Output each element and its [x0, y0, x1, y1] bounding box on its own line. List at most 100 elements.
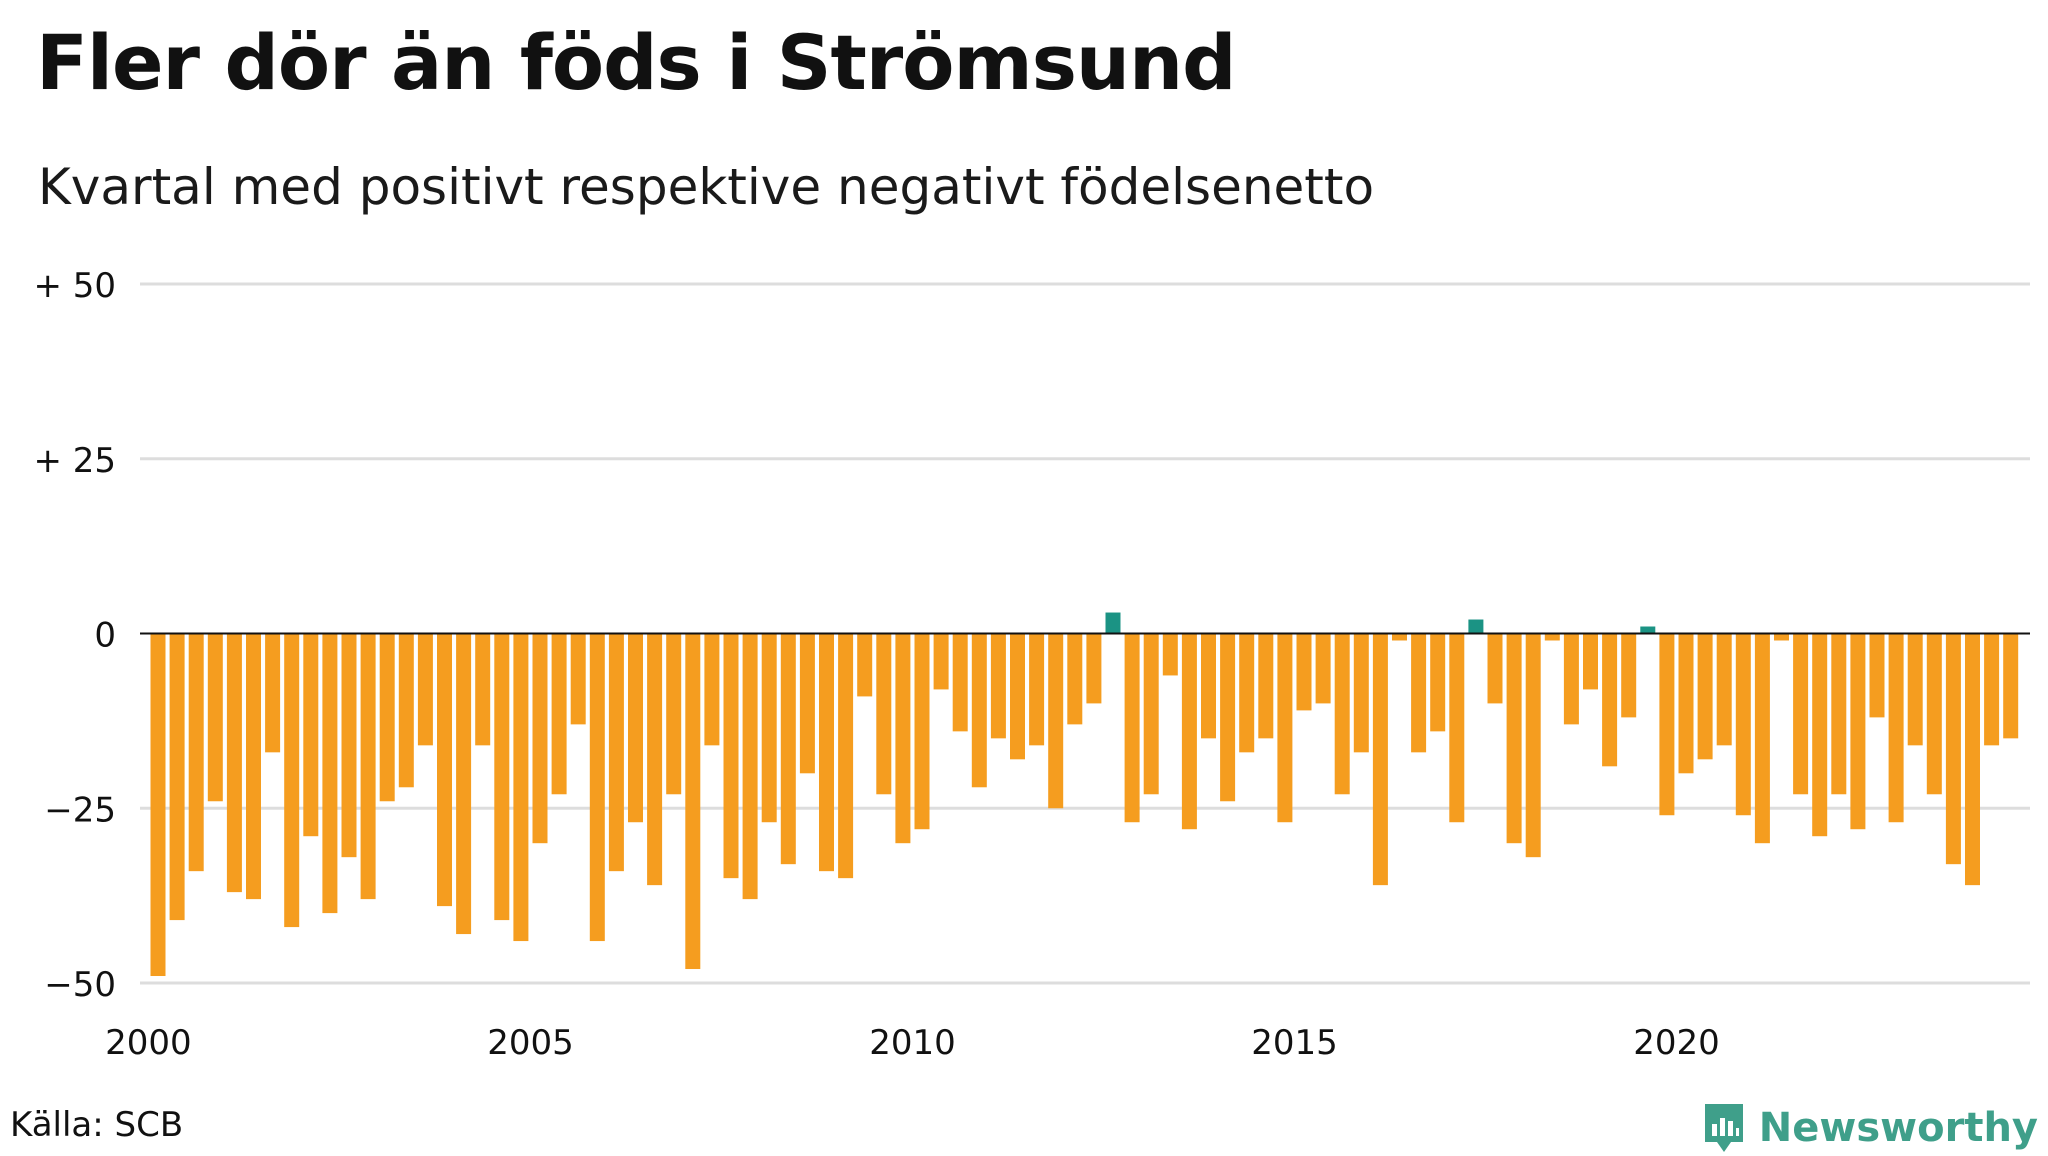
bar-negative — [226, 633, 242, 893]
bar-negative — [246, 633, 261, 900]
bar-negative — [551, 633, 567, 795]
bar-negative — [1659, 633, 1675, 816]
bar-negative — [1984, 633, 2000, 746]
bar-negative — [1888, 633, 1904, 823]
bar-negative — [1850, 633, 1866, 830]
bar-negative — [398, 633, 414, 788]
bar-negative — [876, 633, 892, 795]
bar-negative — [647, 633, 663, 886]
y-tick-label: −50 — [44, 965, 116, 1005]
source-note: Källa: SCB — [10, 1105, 184, 1145]
bar-negative — [857, 633, 873, 697]
bar-negative — [1048, 633, 1064, 809]
bar-negative — [437, 633, 452, 907]
bar-negative — [1697, 633, 1713, 760]
bar-negative — [1678, 633, 1694, 774]
bar-negative — [303, 633, 319, 837]
bar-negative — [570, 633, 586, 725]
y-tick-label: −25 — [44, 790, 116, 830]
bar-negative — [1487, 633, 1503, 704]
brand-name: Newsworthy — [1758, 1105, 2038, 1151]
y-tick-label: 0 — [94, 616, 116, 656]
bar-negative — [1277, 633, 1293, 823]
chart-subtitle: Kvartal med positivt respektive negativt… — [38, 158, 1375, 216]
bar-negative — [819, 633, 834, 872]
bar-negative — [265, 633, 281, 753]
bar-negative — [1525, 633, 1541, 858]
bar-negative — [952, 633, 968, 732]
bar-negative — [188, 633, 204, 872]
bar-negative — [1602, 633, 1618, 767]
bar-negative — [1392, 633, 1407, 641]
bar-negative — [990, 633, 1006, 739]
bar-negative — [589, 633, 605, 942]
bar-negative — [1583, 633, 1598, 690]
bar-negative — [1735, 633, 1751, 816]
bar-negative — [838, 633, 854, 879]
bar-negative — [761, 633, 777, 823]
bar-negative — [1774, 633, 1789, 641]
bar-negative — [1201, 633, 1216, 739]
bar-negative — [1067, 633, 1083, 725]
y-tick-label: + 25 — [33, 441, 116, 481]
bar-negative — [169, 633, 185, 921]
bar-negative — [1258, 633, 1274, 739]
bar-positive — [1640, 626, 1656, 634]
bar-negative — [1315, 633, 1331, 704]
bar-negative — [1563, 633, 1579, 725]
bar-negative — [933, 633, 949, 690]
bar-negative — [1220, 633, 1236, 802]
bar-negative — [1353, 633, 1369, 753]
bar-negative — [780, 633, 796, 865]
bar-negative — [723, 633, 739, 879]
bar-negative — [1716, 633, 1732, 746]
bar-negative — [1869, 633, 1885, 718]
newsworthy-logo-icon — [1704, 1104, 1743, 1152]
bar-negative — [1143, 633, 1159, 795]
bar-negative — [628, 633, 643, 823]
bar-negative — [1181, 633, 1197, 830]
bar-negative — [666, 633, 682, 795]
bar-negative — [1411, 633, 1427, 753]
chart-title: Fler dör än föds i Strömsund — [36, 18, 1237, 107]
bar-negative — [799, 633, 815, 774]
bar-negative — [1907, 633, 1923, 746]
bar-negative — [1812, 633, 1828, 837]
bar-positive — [1468, 619, 1484, 634]
bar-negative — [1965, 633, 1980, 886]
bar-negative — [1029, 633, 1045, 746]
bar-negative — [1506, 633, 1522, 844]
bar-negative — [1296, 633, 1312, 711]
bar-negative — [341, 633, 357, 858]
bar-negative — [742, 633, 758, 900]
x-tick-label: 2010 — [869, 1023, 956, 1063]
bar-negative — [1793, 633, 1809, 795]
bar-negative — [532, 633, 548, 844]
bar-negative — [1544, 633, 1560, 641]
bar-negative — [914, 633, 930, 830]
bar-negative — [1010, 633, 1025, 760]
bar-negative — [1449, 633, 1465, 823]
x-tick-label: 2015 — [1251, 1023, 1338, 1063]
bar-negative — [1621, 633, 1637, 718]
bar-negative — [1430, 633, 1446, 732]
bar-chart: + 50 + 25 0 −25 −50 2000 2005 2010 2015 2020 — [33, 266, 2030, 1063]
bar-negative — [456, 633, 472, 935]
bar-negative — [1086, 633, 1102, 704]
bar-negative — [494, 633, 510, 921]
bar-negative — [608, 633, 624, 872]
bar-negative — [971, 633, 987, 788]
bar-negative — [1162, 633, 1178, 676]
bar-negative — [513, 633, 529, 942]
bar-negative — [1945, 633, 1961, 865]
bar-negative — [1372, 633, 1388, 886]
bar-negative — [360, 633, 376, 900]
x-tick-label: 2000 — [105, 1023, 192, 1063]
bar-negative — [1124, 633, 1140, 823]
bar-negative — [150, 633, 166, 977]
bar-negative — [1926, 633, 1942, 795]
bar-negative — [685, 633, 701, 970]
brand-logo: Newsworthy — [1701, 1100, 2038, 1156]
bar-negative — [1239, 633, 1255, 753]
x-tick-label: 2005 — [487, 1023, 574, 1063]
